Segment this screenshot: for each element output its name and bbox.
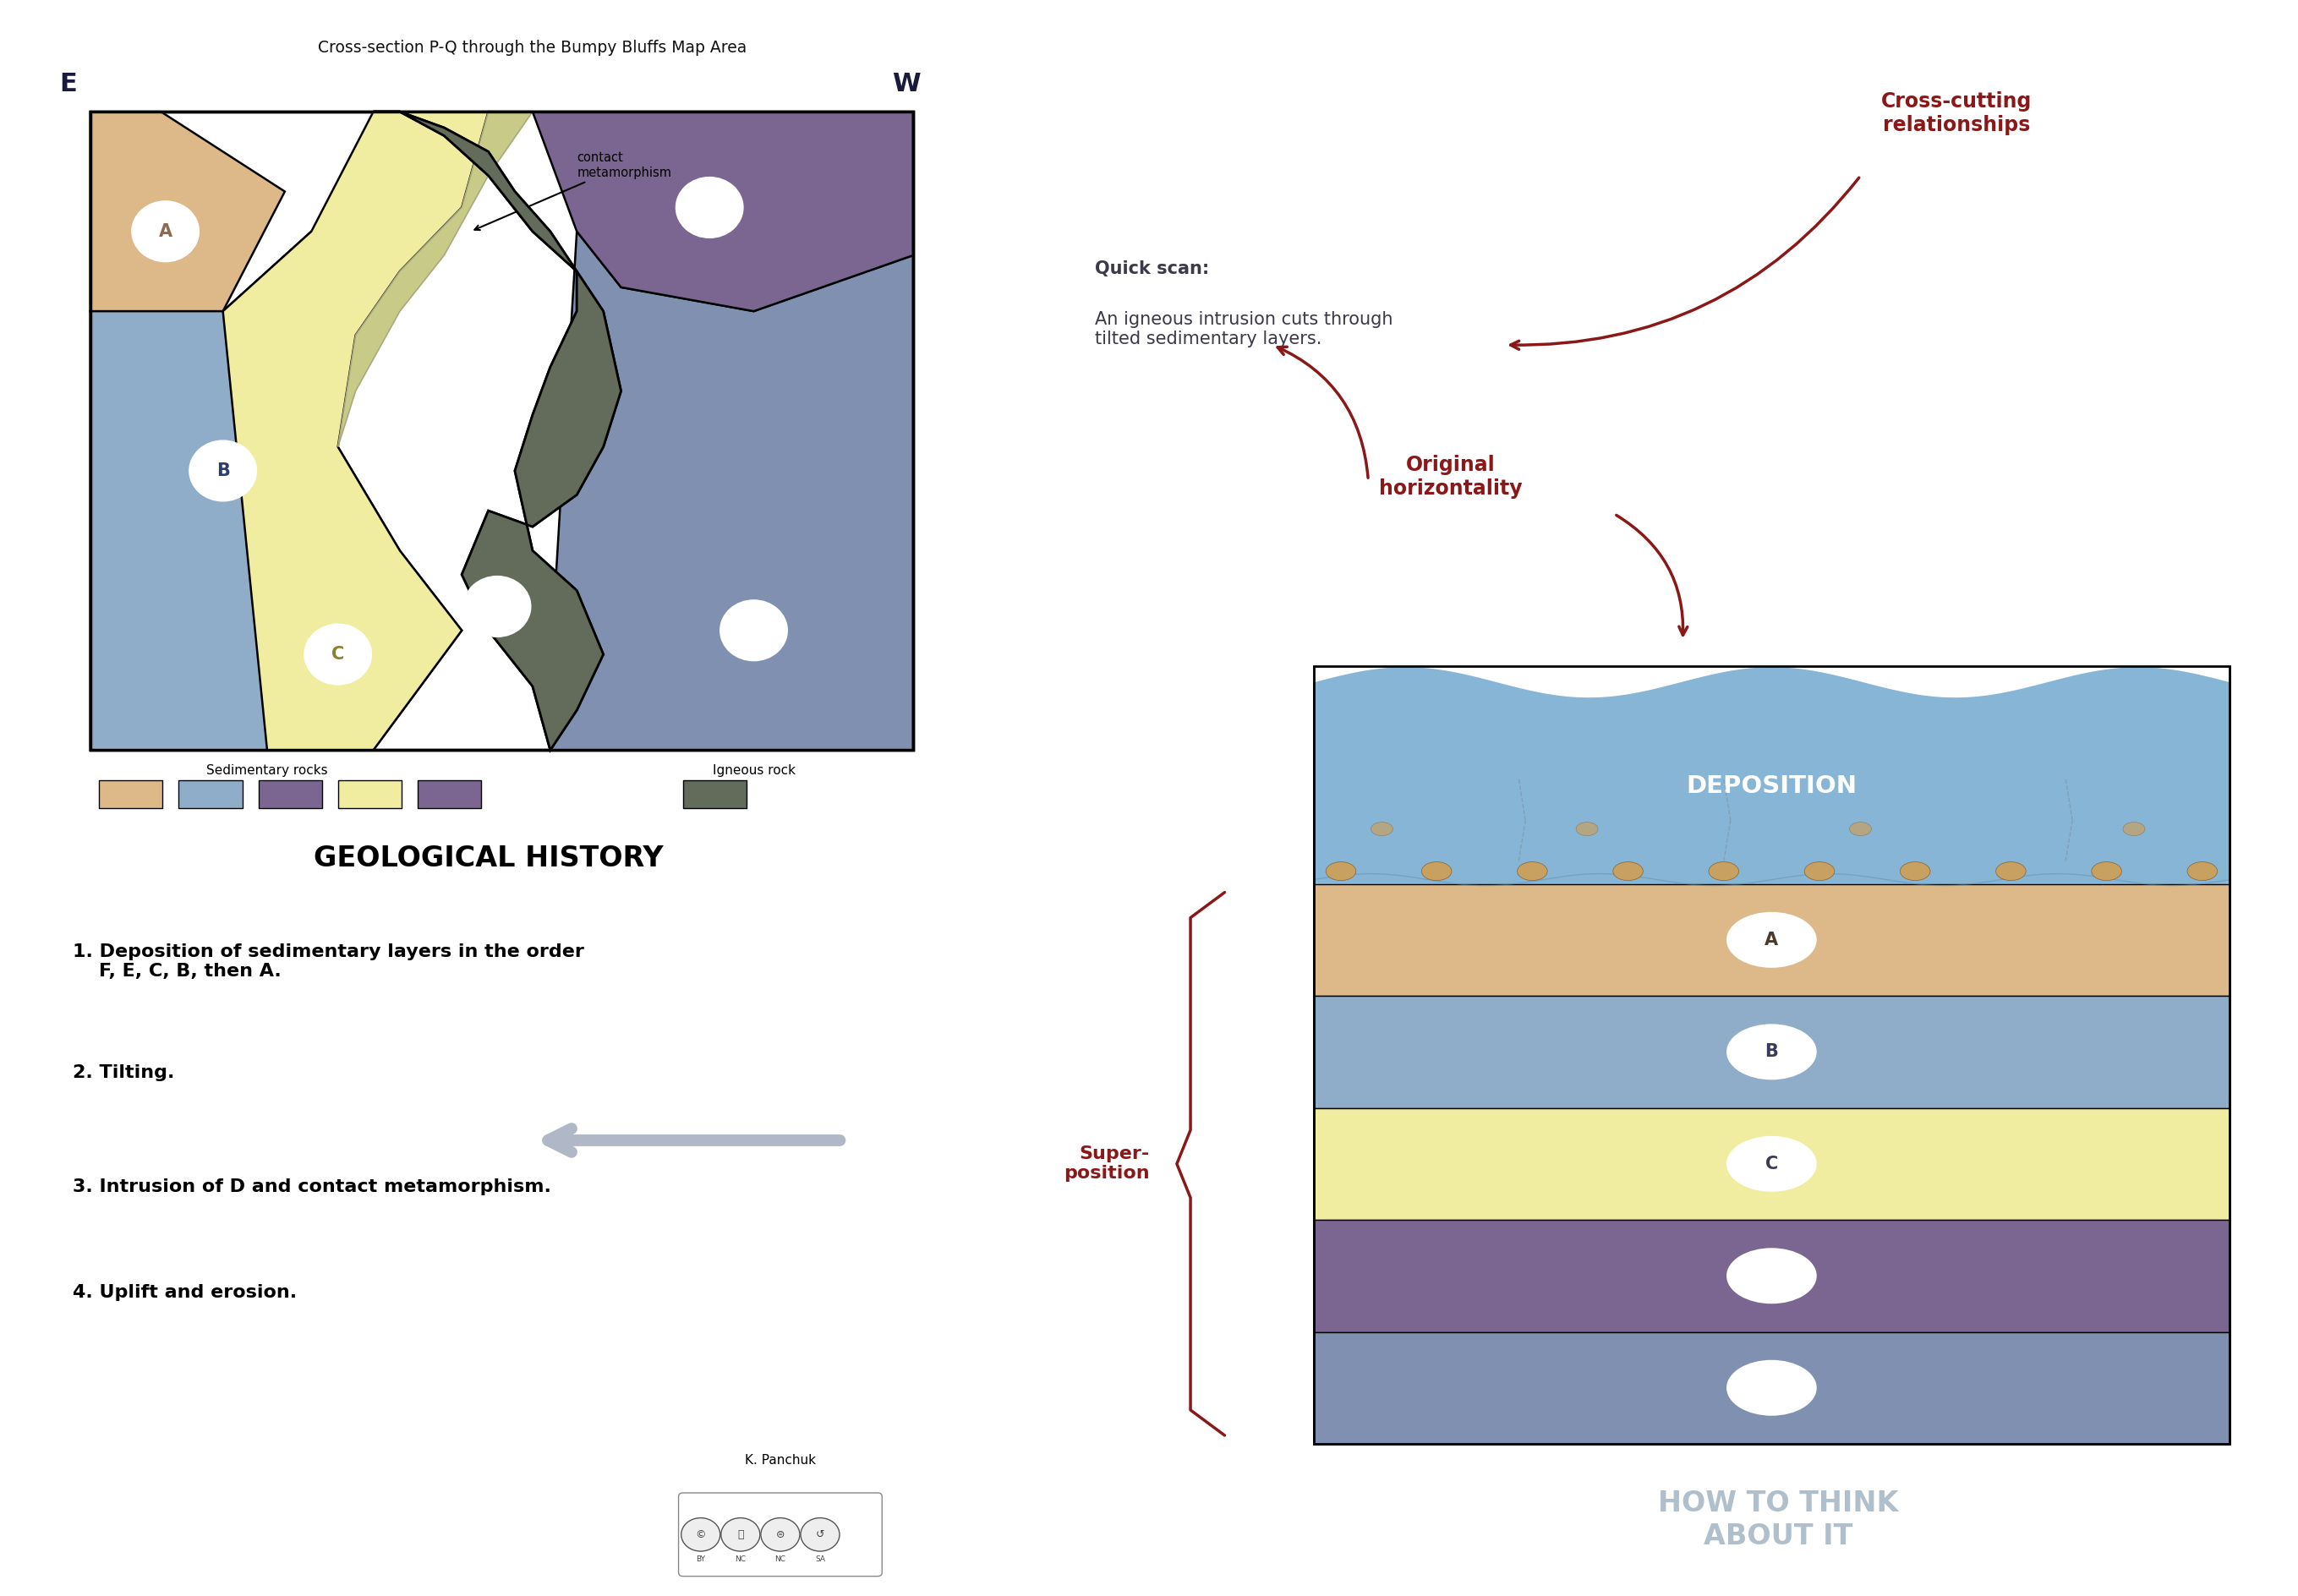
Text: DEPOSITION: DEPOSITION (1687, 774, 1857, 798)
Text: ⊜: ⊜ (777, 1529, 784, 1540)
Text: Ⓘ: Ⓘ (738, 1529, 745, 1540)
Circle shape (303, 624, 372, 685)
Text: Quick scan:: Quick scan: (1094, 260, 1209, 278)
Circle shape (1726, 1248, 1818, 1304)
Text: Cross-cutting
relationships: Cross-cutting relationships (1880, 91, 2031, 136)
Polygon shape (223, 112, 489, 750)
Text: W: W (892, 72, 919, 96)
Text: E: E (1765, 1267, 1779, 1285)
Text: 4. Uplift and erosion.: 4. Uplift and erosion. (74, 1285, 296, 1301)
Circle shape (1422, 862, 1452, 881)
Polygon shape (338, 112, 533, 447)
Circle shape (2091, 862, 2121, 881)
Text: D: D (489, 598, 506, 614)
Circle shape (1726, 1360, 1818, 1416)
Text: C: C (1765, 1156, 1779, 1173)
Text: ↺: ↺ (816, 1529, 825, 1540)
Circle shape (1997, 862, 2027, 881)
Polygon shape (90, 112, 285, 311)
Bar (1314, 1219, 2229, 1331)
Bar (257, 780, 322, 808)
Bar (90, 112, 912, 750)
Circle shape (131, 201, 200, 262)
Circle shape (1850, 822, 1871, 836)
Text: C: C (331, 646, 345, 662)
Polygon shape (372, 112, 620, 750)
Bar (1314, 666, 2229, 1444)
Polygon shape (90, 231, 462, 750)
Circle shape (1726, 1136, 1818, 1192)
Polygon shape (489, 112, 912, 311)
Circle shape (188, 440, 257, 501)
Text: K. Panchuk: K. Panchuk (745, 1454, 816, 1467)
Polygon shape (549, 231, 912, 750)
Text: NC: NC (735, 1556, 747, 1564)
Circle shape (761, 1518, 800, 1551)
Circle shape (2188, 862, 2218, 881)
Text: A: A (1765, 932, 1779, 948)
Text: NC: NC (774, 1556, 786, 1564)
Text: Sedimentary rocks: Sedimentary rocks (207, 764, 329, 776)
Text: Cross-section P-Q through the Bumpy Bluffs Map Area: Cross-section P-Q through the Bumpy Bluf… (317, 40, 747, 56)
Bar (418, 780, 480, 808)
Circle shape (1804, 862, 1834, 881)
Text: contact
metamorphism: contact metamorphism (476, 152, 671, 230)
Text: 2. Tilting.: 2. Tilting. (74, 1065, 175, 1082)
Text: cc: cc (774, 1524, 786, 1537)
Polygon shape (372, 112, 620, 750)
Circle shape (1710, 862, 1740, 881)
Circle shape (1372, 822, 1393, 836)
Bar (1314, 666, 2229, 884)
Circle shape (1576, 822, 1597, 836)
Bar (1314, 666, 2229, 1444)
Text: 1. Deposition of sedimentary layers in the order
    F, E, C, B, then A.: 1. Deposition of sedimentary layers in t… (74, 943, 584, 980)
Text: HOW TO THINK
ABOUT IT: HOW TO THINK ABOUT IT (1659, 1489, 1898, 1550)
Circle shape (2123, 822, 2144, 836)
Bar (1314, 884, 2229, 996)
Text: B: B (1765, 1044, 1779, 1060)
Bar (1314, 1331, 2229, 1444)
Bar (90, 112, 912, 750)
Bar (1314, 1108, 2229, 1219)
FancyBboxPatch shape (678, 1492, 882, 1577)
Text: A: A (159, 223, 172, 239)
Text: B: B (216, 463, 230, 479)
Text: E: E (60, 72, 76, 96)
Circle shape (1726, 1025, 1818, 1080)
Circle shape (680, 1518, 719, 1551)
Text: An igneous intrusion cuts through
tilted sedimentary layers.: An igneous intrusion cuts through tilted… (1094, 311, 1393, 348)
Circle shape (1900, 862, 1930, 881)
Circle shape (719, 600, 788, 661)
Text: SA: SA (816, 1556, 825, 1564)
Bar (338, 780, 402, 808)
Bar (99, 780, 163, 808)
Bar (90, 112, 912, 750)
Circle shape (1326, 862, 1356, 881)
Circle shape (800, 1518, 839, 1551)
Text: F: F (747, 622, 761, 638)
Circle shape (1613, 862, 1643, 881)
Text: Super-
position: Super- position (1064, 1146, 1149, 1183)
Bar (1314, 996, 2229, 1108)
Circle shape (1726, 911, 1818, 967)
Circle shape (464, 576, 531, 637)
Text: 3. Intrusion of D and contact metamorphism.: 3. Intrusion of D and contact metamorphi… (74, 1178, 552, 1195)
Text: Original
horizontality: Original horizontality (1379, 455, 1521, 498)
Text: BY: BY (696, 1556, 705, 1564)
Circle shape (722, 1518, 761, 1551)
Bar (179, 780, 241, 808)
Text: GEOLOGICAL HISTORY: GEOLOGICAL HISTORY (313, 844, 664, 873)
Text: ©: © (696, 1529, 705, 1540)
Text: Igneous rock: Igneous rock (712, 764, 795, 776)
Circle shape (1517, 862, 1547, 881)
Bar (683, 780, 747, 808)
Circle shape (676, 177, 742, 238)
Text: E: E (703, 200, 715, 215)
Text: F: F (1765, 1379, 1779, 1396)
